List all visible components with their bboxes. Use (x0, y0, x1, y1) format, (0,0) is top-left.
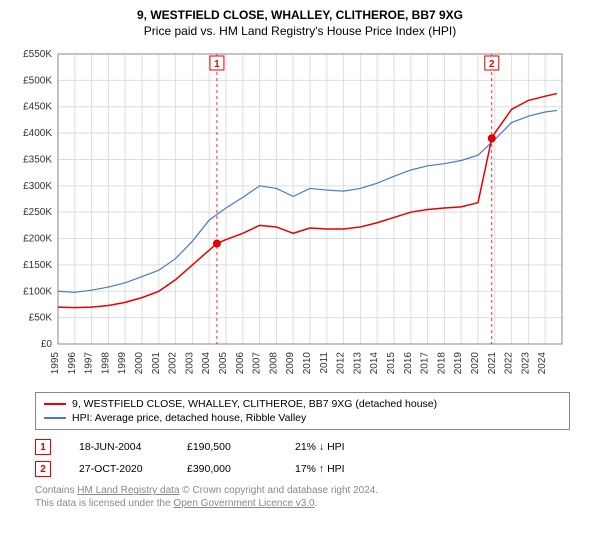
svg-text:2013: 2013 (352, 352, 363, 375)
svg-text:£500K: £500K (23, 75, 52, 86)
footer-line1: Contains HM Land Registry data © Crown c… (35, 484, 570, 497)
svg-text:£100K: £100K (23, 286, 52, 297)
svg-text:2011: 2011 (319, 352, 330, 374)
sale-row: 2 27-OCT-2020 £390,000 17% ↑ HPI (35, 458, 570, 480)
svg-text:2018: 2018 (436, 352, 447, 375)
legend-box: 9, WESTFIELD CLOSE, WHALLEY, CLITHEROE, … (35, 392, 570, 430)
chart-plot-area: £0 £50K £100K £150K £200K £250K £300K £350K £400… (10, 44, 590, 384)
svg-text:2019: 2019 (453, 352, 464, 375)
legend-swatch (44, 417, 66, 419)
footer-attribution: Contains HM Land Registry data © Crown c… (35, 484, 570, 510)
sale-marker-icon: 1 (35, 439, 51, 455)
svg-text:2023: 2023 (520, 352, 531, 375)
sale-date: 27-OCT-2020 (79, 463, 159, 475)
svg-text:2024: 2024 (537, 352, 548, 375)
footer-link-hmlr[interactable]: HM Land Registry data (77, 485, 179, 496)
svg-text:2006: 2006 (235, 352, 246, 375)
svg-text:2010: 2010 (302, 352, 313, 375)
legend-swatch (44, 403, 66, 405)
sale-price: £190,500 (187, 441, 267, 453)
svg-text:£350K: £350K (23, 154, 52, 165)
sale-delta: 17% ↑ HPI (295, 463, 375, 475)
svg-text:2020: 2020 (470, 352, 481, 375)
svg-text:1997: 1997 (84, 352, 95, 375)
svg-text:2004: 2004 (201, 352, 212, 375)
sale-delta: 21% ↓ HPI (295, 441, 375, 453)
footer-link-ogl[interactable]: Open Government Licence v3.0 (173, 498, 314, 509)
svg-text:2017: 2017 (420, 352, 431, 375)
sale-marker-icon: 2 (35, 461, 51, 477)
svg-text:2009: 2009 (285, 352, 296, 375)
svg-text:1998: 1998 (100, 352, 111, 375)
svg-text:2022: 2022 (504, 352, 515, 375)
svg-text:2012: 2012 (336, 352, 347, 375)
chart-subtitle: Price paid vs. HM Land Registry's House … (0, 22, 600, 44)
legend-label: HPI: Average price, detached house, Ribb… (72, 412, 306, 424)
legend-row: HPI: Average price, detached house, Ribb… (44, 411, 561, 425)
svg-text:£300K: £300K (23, 181, 52, 192)
sale-row: 1 18-JUN-2004 £190,500 21% ↓ HPI (35, 436, 570, 458)
svg-text:£400K: £400K (23, 128, 52, 139)
svg-text:£150K: £150K (23, 260, 52, 271)
svg-text:1999: 1999 (117, 352, 128, 375)
svg-text:£450K: £450K (23, 102, 52, 113)
svg-text:2007: 2007 (252, 352, 263, 375)
svg-text:1: 1 (214, 59, 220, 70)
svg-text:£250K: £250K (23, 207, 52, 218)
svg-text:2008: 2008 (268, 352, 279, 375)
svg-text:1996: 1996 (67, 352, 78, 375)
chart-container: 9, WESTFIELD CLOSE, WHALLEY, CLITHEROE, … (0, 0, 600, 560)
svg-text:2: 2 (489, 59, 495, 70)
svg-text:1995: 1995 (50, 352, 61, 375)
svg-text:£550K: £550K (23, 49, 52, 60)
svg-text:2005: 2005 (218, 352, 229, 375)
line-chart-svg: £0 £50K £100K £150K £200K £250K £300K £350K £400… (10, 44, 570, 384)
sale-date: 18-JUN-2004 (79, 441, 159, 453)
legend-row: 9, WESTFIELD CLOSE, WHALLEY, CLITHEROE, … (44, 397, 561, 411)
svg-text:2003: 2003 (184, 352, 195, 375)
svg-text:2014: 2014 (369, 352, 380, 375)
svg-text:2000: 2000 (134, 352, 145, 375)
chart-title: 9, WESTFIELD CLOSE, WHALLEY, CLITHEROE, … (0, 0, 600, 22)
svg-text:£0: £0 (41, 339, 53, 350)
sale-price: £390,000 (187, 463, 267, 475)
legend-label: 9, WESTFIELD CLOSE, WHALLEY, CLITHEROE, … (72, 398, 437, 410)
svg-text:£200K: £200K (23, 234, 52, 245)
footer-line2: This data is licensed under the Open Gov… (35, 497, 570, 510)
svg-text:2016: 2016 (403, 352, 414, 375)
svg-text:2015: 2015 (386, 352, 397, 375)
svg-text:£50K: £50K (29, 313, 53, 324)
svg-text:2002: 2002 (168, 352, 179, 375)
svg-text:2021: 2021 (487, 352, 498, 375)
sales-table: 1 18-JUN-2004 £190,500 21% ↓ HPI 2 27-OCT-202… (35, 436, 570, 480)
svg-text:2001: 2001 (151, 352, 162, 375)
